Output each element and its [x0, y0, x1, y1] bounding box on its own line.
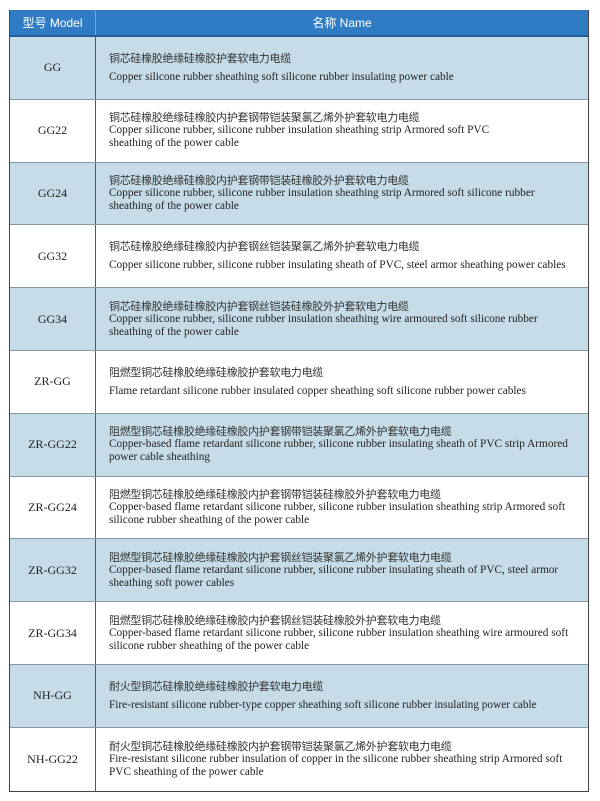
name-english-line: Copper silicone rubber, silicone rubber …: [109, 312, 538, 325]
model-cell: GG24: [10, 162, 96, 225]
name-cell: 阻燃型铜芯硅橡胶绝缘硅橡胶内护套钢丝铠装硅橡胶外护套软电力电缆 Copper-ba…: [96, 602, 588, 664]
table-row: NH-GG22 耐火型铜芯硅橡胶绝缘硅橡胶内护套钢带铠装聚氯乙烯外护套软电力电缆 F…: [10, 727, 588, 791]
table-row: GG24 铜芯硅橡胶绝缘硅橡胶内护套钢带铠装硅橡胶外护套软电力电缆 Copper s…: [10, 162, 588, 226]
model-cell: GG: [10, 37, 96, 99]
name-chinese: 耐火型铜芯硅橡胶绝缘硅橡胶内护套钢带铠装聚氯乙烯外护套软电力电缆: [109, 739, 452, 753]
name-chinese: 铜芯硅橡胶绝缘硅橡胶护套软电力电缆: [109, 51, 291, 65]
name-english-line: Flame retardant silicone rubber insulate…: [109, 384, 526, 397]
name-english-line: sheathing of the power cable: [109, 137, 239, 150]
name-english-line: silicone rubber sheathing of the power c…: [109, 639, 310, 652]
model-cell: ZR-GG24: [10, 476, 96, 539]
name-english-line: silicone rubber sheathing of the power c…: [109, 513, 310, 526]
model-cell: GG32: [10, 225, 96, 288]
name-cell: 耐火型铜芯硅橡胶绝缘硅橡胶内护套钢带铠装聚氯乙烯外护套软电力电缆 Fire-res…: [96, 728, 588, 791]
name-chinese: 阻燃型铜芯硅橡胶绝缘硅橡胶内护套钢带铠装聚氯乙烯外护套软电力电缆: [109, 425, 452, 439]
name-cell: 阻燃型铜芯硅橡胶绝缘硅橡胶内护套钢带铠装硅橡胶外护套软电力电缆 Copper-ba…: [96, 477, 588, 539]
name-chinese: 阻燃型铜芯硅橡胶绝缘硅橡胶内护套钢丝铠装聚氯乙烯外护套软电力电缆: [109, 550, 452, 564]
name-english-line: sheathing of the power cable: [109, 325, 239, 338]
table-header: 型号 Model 名称 Name: [10, 10, 588, 37]
header-name: 名称 Name: [312, 16, 372, 30]
name-english-line: Copper-based flame retardant silicone ru…: [109, 500, 566, 513]
name-cell: 阻燃型铜芯硅橡胶绝缘硅橡胶内护套钢丝铠装聚氯乙烯外护套软电力电缆 Copper-b…: [96, 539, 588, 601]
name-english-line: Copper-based flame retardant silicone ru…: [109, 438, 568, 451]
name-english-line: Copper-based flame retardant silicone ru…: [109, 626, 569, 639]
name-english-line: Fire-resistant silicone rubber-type copp…: [109, 698, 537, 711]
name-chinese: 铜芯硅橡胶绝缘硅橡胶内护套钢带铠装硅橡胶外护套软电力电缆: [109, 173, 409, 187]
name-english-line: power cable sheathing: [109, 451, 211, 464]
name-chinese: 阻燃型铜芯硅橡胶绝缘硅橡胶内护套钢丝铠装硅橡胶外护套软电力电缆: [109, 613, 441, 627]
model-cell: NH-GG22: [10, 727, 96, 791]
table-row: ZR-GG32 阻燃型铜芯硅橡胶绝缘硅橡胶内护套钢丝铠装聚氯乙烯外护套软电力电缆 C…: [10, 539, 588, 603]
table-row: GG32 铜芯硅橡胶绝缘硅橡胶内护套钢丝铠装聚氯乙烯外护套软电力电缆 Copper …: [10, 225, 588, 289]
name-chinese: 耐火型铜芯硅橡胶绝缘硅橡胶护套软电力电缆: [109, 679, 323, 693]
name-english-line: sheathing of the power cable: [109, 199, 239, 212]
name-cell: 阻燃型铜芯硅橡胶绝缘硅橡胶护套软电力电缆 Flame retardant sili…: [96, 351, 588, 413]
name-cell: 铜芯硅橡胶绝缘硅橡胶内护套钢带铠装聚氯乙烯外护套软电力电缆 Copper sili…: [96, 100, 588, 162]
name-english-line: Copper silicone rubber, silicone rubber …: [109, 186, 535, 199]
table-row: NH-GG 耐火型铜芯硅橡胶绝缘硅橡胶护套软电力电缆 Fire-resistant …: [10, 664, 588, 728]
name-chinese: 铜芯硅橡胶绝缘硅橡胶内护套钢带铠装聚氯乙烯外护套软电力电缆: [109, 111, 420, 125]
table-row: GG 铜芯硅橡胶绝缘硅橡胶护套软电力电缆 Copper silicone rubbe…: [10, 37, 588, 100]
table-row: ZR-GG 阻燃型铜芯硅橡胶绝缘硅橡胶护套软电力电缆 Flame retardant…: [10, 350, 588, 414]
name-cell: 阻燃型铜芯硅橡胶绝缘硅橡胶内护套钢带铠装聚氯乙烯外护套软电力电缆 Copper-b…: [96, 414, 588, 476]
name-english-line: sheathing soft power cables: [109, 576, 235, 589]
name-english-line: Fire-resistant silicone rubber insulatio…: [109, 752, 563, 765]
model-cell: GG22: [10, 99, 96, 162]
model-cell: ZR-GG32: [10, 539, 96, 602]
model-cell: ZR-GG34: [10, 602, 96, 664]
table-row: GG34 铜芯硅橡胶绝缘硅橡胶内护套钢丝铠装硅橡胶外护套软电力电缆 Copper s…: [10, 288, 588, 351]
name-chinese: 铜芯硅橡胶绝缘硅橡胶内护套钢丝铠装硅橡胶外护套软电力电缆: [109, 299, 409, 313]
model-cell: NH-GG: [10, 664, 96, 727]
name-english-line: Copper-based flame retardant silicone ru…: [109, 563, 559, 576]
cable-model-table: 型号 Model 名称 Name GG 铜芯硅橡胶绝缘硅橡胶护套软电力电缆 Copp…: [9, 10, 589, 792]
name-cell: 耐火型铜芯硅橡胶绝缘硅橡胶护套软电力电缆 Fire-resistant silic…: [96, 665, 588, 727]
table-row: GG22 铜芯硅橡胶绝缘硅橡胶内护套钢带铠装聚氯乙烯外护套软电力电缆 Copper …: [10, 99, 588, 163]
name-english-line: Copper silicone rubber, silicone rubber …: [109, 259, 566, 272]
header-model: 型号 Model: [10, 10, 96, 35]
name-english-line: PVC sheathing of the power cable: [109, 765, 264, 778]
name-chinese: 阻燃型铜芯硅橡胶绝缘硅橡胶护套软电力电缆: [109, 365, 323, 379]
table-row: ZR-GG22 阻燃型铜芯硅橡胶绝缘硅橡胶内护套钢带铠装聚氯乙烯外护套软电力电缆 C…: [10, 413, 588, 477]
name-cell: 铜芯硅橡胶绝缘硅橡胶内护套钢丝铠装硅橡胶外护套软电力电缆 Copper silic…: [96, 288, 588, 350]
name-cell: 铜芯硅橡胶绝缘硅橡胶内护套钢丝铠装聚氯乙烯外护套软电力电缆 Copper sili…: [96, 225, 588, 287]
table-row: ZR-GG24 阻燃型铜芯硅橡胶绝缘硅橡胶内护套钢带铠装硅橡胶外护套软电力电缆 Co…: [10, 476, 588, 540]
table-row: ZR-GG34 阻燃型铜芯硅橡胶绝缘硅橡胶内护套钢丝铠装硅橡胶外护套软电力电缆 Co…: [10, 602, 588, 665]
name-chinese: 铜芯硅橡胶绝缘硅橡胶内护套钢丝铠装聚氯乙烯外护套软电力电缆: [109, 240, 420, 254]
name-cell: 铜芯硅橡胶绝缘硅橡胶护套软电力电缆 Copper silicone rubber …: [96, 37, 588, 99]
model-cell: GG34: [10, 288, 96, 350]
model-cell: ZR-GG22: [10, 413, 96, 476]
model-cell: ZR-GG: [10, 350, 96, 413]
name-cell: 铜芯硅橡胶绝缘硅橡胶内护套钢带铠装硅橡胶外护套软电力电缆 Copper silic…: [96, 163, 588, 225]
name-chinese: 阻燃型铜芯硅橡胶绝缘硅橡胶内护套钢带铠装硅橡胶外护套软电力电缆: [109, 487, 441, 501]
name-english-line: Copper silicone rubber sheathing soft si…: [109, 70, 454, 83]
name-english-line: Copper silicone rubber, silicone rubber …: [109, 124, 490, 137]
